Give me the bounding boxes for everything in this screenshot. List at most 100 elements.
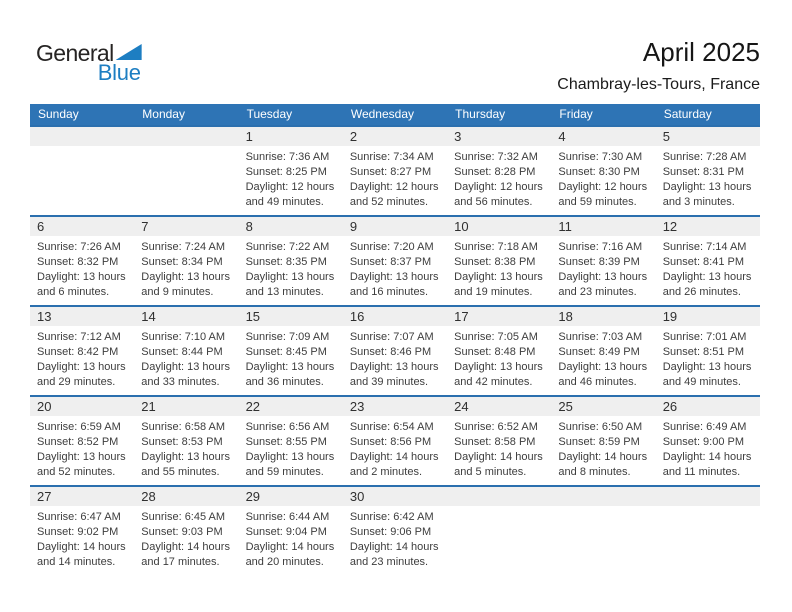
day-cell-26: 26 Sunrise: 6:49 AM Sunset: 9:00 PM Dayligh… — [655, 397, 760, 485]
logo-text-general: General — [36, 40, 114, 66]
sunset-text: Sunset: 8:31 PM — [662, 166, 745, 178]
daylight-text-continued: and 19 minutes. — [454, 286, 533, 298]
daylight-text-continued: and 26 minutes. — [662, 286, 741, 298]
logo-top-row: General — [36, 42, 142, 65]
sunset-text: Sunset: 8:30 PM — [558, 166, 640, 178]
day-number: 1 — [245, 129, 253, 144]
day-details: Sunrise: 6:49 AM Sunset: 9:00 PM Daylight:… — [656, 416, 760, 480]
day-number: 7 — [141, 219, 149, 234]
day-number-strip: 17 — [447, 307, 552, 326]
daylight-text-continued: and 49 minutes. — [662, 376, 741, 388]
day-details: Sunrise: 6:42 AM Sunset: 9:06 PM Daylight:… — [343, 506, 447, 570]
daylight-text: Daylight: 14 hours — [349, 541, 439, 553]
sunrise-text: Sunrise: 7:14 AM — [662, 241, 747, 253]
day-number-strip: 8 — [238, 217, 343, 236]
day-number: 6 — [37, 219, 45, 234]
day-details: Sunrise: 6:58 AM Sunset: 8:53 PM Daylight:… — [134, 416, 238, 480]
sunset-text: Sunset: 8:49 PM — [558, 346, 640, 358]
daylight-text-continued: and 23 minutes. — [349, 556, 429, 568]
sunset-text: Sunset: 8:32 PM — [37, 256, 119, 268]
sunrise-text: Sunrise: 6:42 AM — [349, 511, 434, 523]
day-details: Sunrise: 6:50 AM Sunset: 8:59 PM Daylight:… — [551, 416, 655, 480]
day-number: 30 — [349, 489, 365, 504]
daylight-text-continued: and 59 minutes. — [558, 196, 637, 208]
daylight-text-continued: and 56 minutes. — [454, 196, 533, 208]
weekday-header-wednesday: Wednesday — [350, 107, 414, 121]
sunset-text: Sunset: 9:04 PM — [245, 526, 327, 538]
sunset-text: Sunset: 8:28 PM — [454, 166, 536, 178]
week-row: 27 Sunrise: 6:47 AM Sunset: 9:02 PM Dayligh… — [30, 485, 760, 575]
day-cell-13: 13 Sunrise: 7:12 AM Sunset: 8:42 PM Dayligh… — [30, 307, 135, 395]
day-details: Sunrise: 7:24 AM Sunset: 8:34 PM Daylight:… — [134, 236, 238, 300]
day-number-strip: 28 — [134, 487, 239, 506]
day-cell-12: 12 Sunrise: 7:14 AM Sunset: 8:41 PM Dayligh… — [655, 217, 760, 305]
day-cell-11: 11 Sunrise: 7:16 AM Sunset: 8:39 PM Dayligh… — [551, 217, 656, 305]
sunset-text: Sunset: 8:55 PM — [245, 436, 327, 448]
day-number-strip: 1 — [238, 127, 343, 146]
sunrise-text: Sunrise: 7:03 AM — [558, 331, 643, 343]
day-number-strip — [134, 127, 239, 146]
day-number-strip: 7 — [134, 217, 239, 236]
sunset-text: Sunset: 9:06 PM — [349, 526, 432, 538]
sunset-text: Sunset: 8:46 PM — [349, 346, 432, 358]
day-number: 24 — [454, 399, 469, 414]
sunrise-text: Sunrise: 6:50 AM — [558, 421, 643, 433]
sunrise-text: Sunrise: 7:32 AM — [454, 151, 538, 163]
day-number-strip: 5 — [655, 127, 760, 146]
sunset-text: Sunset: 9:03 PM — [141, 526, 223, 538]
daylight-text-continued: and 46 minutes. — [558, 376, 637, 388]
daylight-text: Daylight: 13 hours — [141, 451, 230, 463]
day-cell-empty — [551, 487, 656, 575]
day-cell-18: 18 Sunrise: 7:03 AM Sunset: 8:49 PM Dayligh… — [551, 307, 656, 395]
day-cell-8: 8 Sunrise: 7:22 AM Sunset: 8:35 PM Daylight… — [238, 217, 343, 305]
day-details: Sunrise: 7:28 AM Sunset: 8:31 PM Daylight:… — [656, 146, 760, 210]
day-number-strip: 11 — [551, 217, 656, 236]
sunrise-text: Sunrise: 7:26 AM — [37, 241, 121, 253]
sunrise-text: Sunrise: 7:24 AM — [141, 241, 226, 253]
sunset-text: Sunset: 8:25 PM — [245, 166, 327, 178]
weekday-header-row: Sunday Monday Tuesday Wednesday Thursday Frid… — [30, 104, 760, 125]
sunrise-text: Sunrise: 7:16 AM — [558, 241, 643, 253]
daylight-text-continued: and 9 minutes. — [141, 286, 214, 298]
daylight-text: Daylight: 13 hours — [558, 361, 648, 373]
day-cell-23: 23 Sunrise: 6:54 AM Sunset: 8:56 PM Dayligh… — [342, 397, 448, 485]
day-details: Sunrise: 7:12 AM Sunset: 8:42 PM Daylight:… — [30, 326, 134, 390]
day-details: Sunrise: 7:26 AM Sunset: 8:32 PM Daylight:… — [30, 236, 134, 300]
daylight-text: Daylight: 14 hours — [245, 541, 335, 553]
daylight-text-continued: and 11 minutes. — [662, 466, 741, 478]
day-cell-20: 20 Sunrise: 6:59 AM Sunset: 8:52 PM Dayligh… — [30, 397, 135, 485]
day-cell-14: 14 Sunrise: 7:10 AM Sunset: 8:44 PM Dayligh… — [134, 307, 239, 395]
daylight-text-continued: and 20 minutes. — [245, 556, 324, 568]
daylight-text: Daylight: 13 hours — [37, 361, 126, 373]
daylight-text: Daylight: 14 hours — [141, 541, 230, 553]
sunset-text: Sunset: 8:48 PM — [454, 346, 536, 358]
day-number: 27 — [37, 489, 52, 504]
sunrise-text: Sunrise: 7:01 AM — [662, 331, 747, 343]
sunrise-text: Sunrise: 7:34 AM — [349, 151, 434, 163]
day-details: Sunrise: 6:54 AM Sunset: 8:56 PM Daylight:… — [343, 416, 447, 480]
daylight-text: Daylight: 13 hours — [245, 451, 335, 463]
day-number: 10 — [454, 219, 469, 234]
daylight-text-continued: and 17 minutes. — [141, 556, 220, 568]
daylight-text: Daylight: 12 hours — [454, 181, 543, 193]
day-number-strip: 16 — [342, 307, 448, 326]
day-details: Sunrise: 7:03 AM Sunset: 8:49 PM Daylight:… — [551, 326, 655, 390]
day-cell-empty — [655, 487, 760, 575]
day-number: 2 — [349, 129, 358, 144]
day-number-strip: 13 — [30, 307, 135, 326]
weekday-header-saturday: Saturday — [663, 107, 712, 121]
day-details: Sunrise: 7:32 AM Sunset: 8:28 PM Daylight:… — [447, 146, 551, 210]
page-title: April 2025 — [642, 37, 760, 67]
day-details: Sunrise: 6:52 AM Sunset: 8:58 PM Daylight:… — [447, 416, 551, 480]
daylight-text: Daylight: 13 hours — [454, 271, 543, 283]
sunrise-text: Sunrise: 6:52 AM — [454, 421, 538, 433]
sunrise-text: Sunrise: 6:59 AM — [37, 421, 121, 433]
daylight-text-continued: and 16 minutes. — [349, 286, 429, 298]
weekday-header-tuesday: Tuesday — [246, 107, 293, 121]
week-row: 13 Sunrise: 7:12 AM Sunset: 8:42 PM Dayligh… — [30, 305, 760, 395]
day-details: Sunrise: 7:05 AM Sunset: 8:48 PM Daylight:… — [447, 326, 551, 390]
day-number: 19 — [662, 309, 678, 324]
day-cell-24: 24 Sunrise: 6:52 AM Sunset: 8:58 PM Dayligh… — [447, 397, 552, 485]
daylight-text-continued: and 42 minutes. — [454, 376, 533, 388]
sunset-text: Sunset: 9:02 PM — [37, 526, 119, 538]
